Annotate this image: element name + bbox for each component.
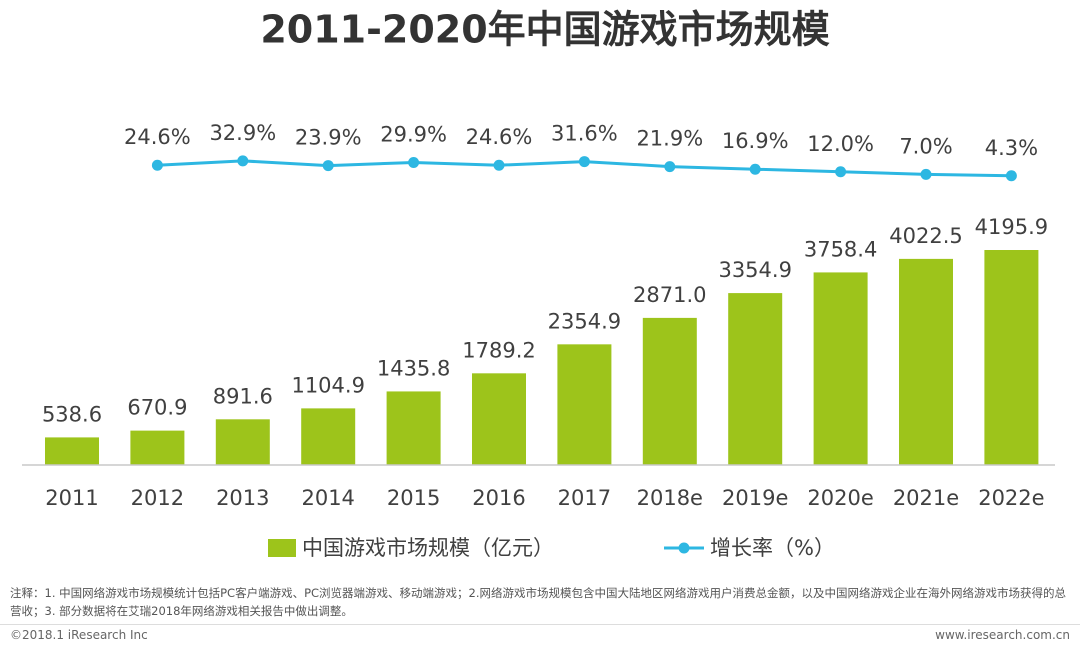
value-label: 2871.0 — [633, 283, 706, 307]
line-point — [920, 168, 932, 180]
value-label: 29.9% — [380, 122, 447, 146]
value-label: 3354.9 — [718, 258, 791, 282]
value-label: 24.6% — [466, 125, 533, 149]
bar — [642, 317, 697, 465]
source: www.iresearch.com.cn — [935, 628, 1070, 642]
line-point — [237, 155, 249, 167]
separator — [0, 624, 1080, 625]
value-label: 4.3% — [985, 136, 1038, 160]
bar — [728, 293, 783, 465]
value-label: 670.9 — [127, 396, 187, 420]
value-label: 891.6 — [213, 384, 273, 408]
value-label: 1789.2 — [462, 338, 535, 362]
bar — [301, 408, 356, 465]
legend-label: 增长率（%） — [710, 536, 835, 560]
value-label: 32.9% — [209, 121, 276, 145]
x-tick-label: 2021e — [893, 486, 959, 510]
value-label: 16.9% — [722, 129, 789, 153]
bar — [472, 373, 526, 465]
value-label: 23.9% — [295, 126, 362, 150]
x-tick-label: 2022e — [978, 486, 1044, 510]
value-label: 538.6 — [42, 402, 102, 426]
chart-title: 2011-2020年中国游戏市场规模 — [260, 8, 829, 52]
footnote: 注释：1. 中国网络游戏市场规模统计包括PC客户端游戏、PC浏览器端游戏、移动端… — [10, 586, 1067, 618]
x-tick-label: 2013 — [216, 486, 269, 510]
x-tick-label: 2016 — [472, 486, 525, 510]
value-label: 1435.8 — [377, 356, 450, 380]
value-label: 31.6% — [551, 122, 618, 146]
line-point — [408, 156, 420, 168]
x-tick-label: 2015 — [387, 486, 440, 510]
line-point — [835, 166, 847, 178]
x-tick-label: 2020e — [807, 486, 873, 510]
line-point — [151, 159, 163, 171]
value-label: 1104.9 — [291, 373, 364, 397]
value-label: 24.6% — [124, 125, 191, 149]
line-point — [1005, 170, 1017, 182]
bar — [899, 258, 953, 465]
x-tick-label: 2011 — [45, 486, 98, 510]
value-label: 12.0% — [807, 132, 874, 156]
line-point — [749, 163, 761, 175]
chart: 2011-2020年中国游戏市场规模 538.6 670.9 891.6 1104.9… — [22, 8, 1055, 560]
value-label: 2354.9 — [548, 309, 621, 333]
bar — [215, 419, 270, 465]
legend-label: 中国游戏市场规模（亿元） — [302, 536, 554, 560]
copyright: ©2018.1 iResearch Inc — [10, 628, 148, 642]
line-point — [664, 161, 676, 173]
x-tick-label: 2017 — [558, 486, 611, 510]
value-label: 7.0% — [899, 134, 952, 158]
x-tick-label: 2018e — [637, 486, 703, 510]
line-point — [493, 159, 505, 171]
bar — [813, 272, 868, 465]
bar — [386, 391, 441, 465]
value-label: 21.9% — [636, 127, 703, 151]
value-label: 3758.4 — [804, 237, 877, 261]
x-tick-label: 2014 — [301, 486, 354, 510]
line-point — [578, 156, 590, 168]
x-tick-label: 2012 — [131, 486, 184, 510]
legend-swatch — [678, 542, 690, 554]
bar — [130, 430, 185, 465]
value-label: 4195.9 — [975, 215, 1048, 239]
legend-swatch — [268, 539, 296, 557]
bar — [45, 437, 99, 465]
bar — [984, 250, 1039, 465]
value-label: 4022.5 — [889, 224, 962, 248]
bar — [557, 344, 612, 465]
x-tick-label: 2019e — [722, 486, 788, 510]
line-point — [322, 160, 334, 172]
